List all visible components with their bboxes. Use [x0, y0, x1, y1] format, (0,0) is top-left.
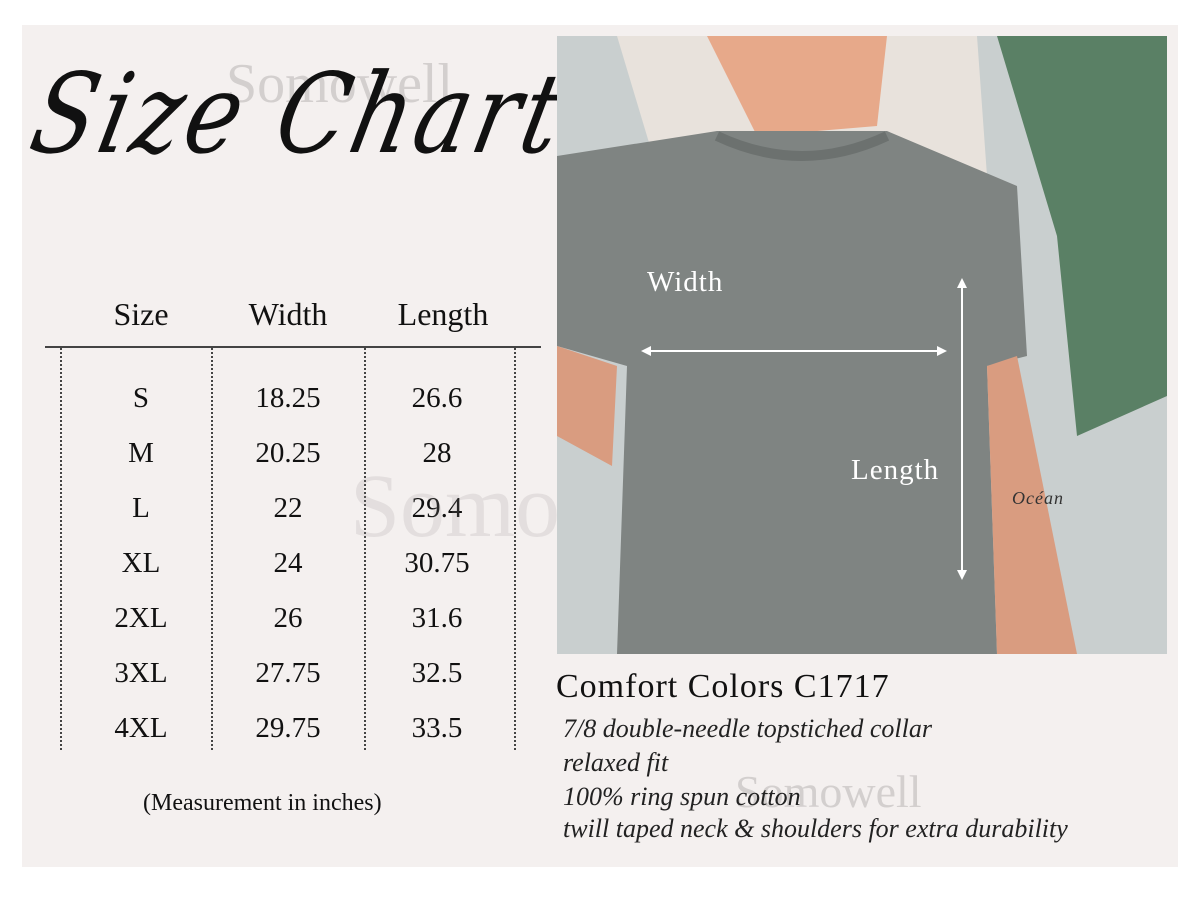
cell-length: 32.5 — [411, 657, 463, 689]
measurement-note: (Measurement in inches) — [143, 790, 382, 816]
cell-length: 29.4 — [411, 492, 463, 524]
product-name: Comfort Colors C1717 — [556, 668, 890, 705]
cell-size: 2XL — [114, 602, 168, 634]
column-divider — [211, 348, 213, 750]
feature-item: relaxed fit — [563, 748, 669, 777]
cell-size: 3XL — [114, 657, 168, 689]
header-size: Size — [113, 296, 169, 332]
header-divider — [45, 346, 541, 348]
cell-width: 26 — [273, 602, 303, 634]
cell-width: 22 — [273, 492, 303, 524]
cell-width: 27.75 — [255, 657, 321, 689]
cell-size: S — [132, 382, 150, 414]
cell-size: 4XL — [114, 712, 168, 744]
watermark: Somowell — [226, 53, 454, 115]
cell-size: M — [128, 437, 154, 469]
cell-size: L — [132, 492, 150, 524]
cell-width: 18.25 — [255, 382, 321, 414]
cell-length: 31.6 — [411, 602, 463, 634]
length-label: Length — [851, 454, 940, 486]
column-divider — [364, 348, 366, 750]
feature-item: 100% ring spun cotton — [563, 782, 801, 811]
cell-size: XL — [121, 547, 161, 579]
column-divider — [60, 348, 62, 750]
cell-length: 26.6 — [411, 382, 463, 414]
model-photo: Width Length Océan — [557, 36, 1167, 654]
column-divider — [514, 348, 516, 750]
cell-length: 28 — [422, 437, 452, 469]
feature-item: twill taped neck & shoulders for extra d… — [563, 814, 1068, 843]
tattoo-text: Océan — [1012, 488, 1064, 508]
cell-length: 30.75 — [404, 547, 470, 579]
page-title: Size Chart — [20, 50, 579, 179]
header-width: Width — [248, 296, 328, 332]
cell-width: 24 — [273, 547, 303, 579]
header-length: Length — [397, 296, 489, 332]
cell-width: 29.75 — [255, 712, 321, 744]
width-label: Width — [647, 266, 724, 298]
cell-length: 33.5 — [411, 712, 463, 744]
cell-width: 20.25 — [255, 437, 321, 469]
feature-item: 7/8 double-needle topstiched collar — [563, 714, 932, 743]
watermark: Somowell — [735, 766, 922, 817]
